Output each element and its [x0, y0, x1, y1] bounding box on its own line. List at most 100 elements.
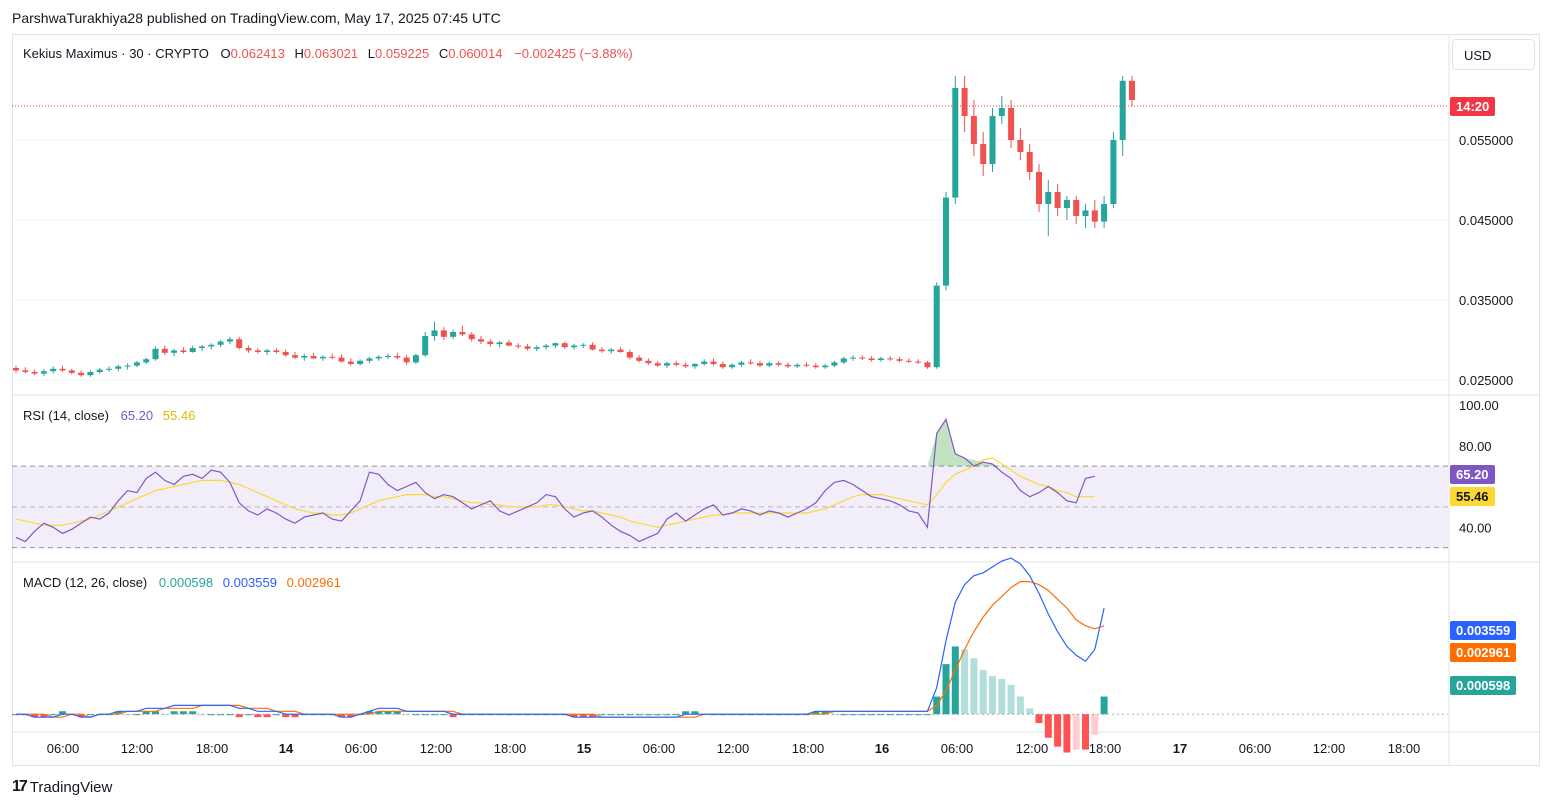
macd-histogram-bar [1035, 714, 1043, 724]
candle-body [794, 364, 801, 367]
close-label: C [438, 46, 449, 61]
low-value: 0.059225 [375, 46, 430, 61]
candle-body [1045, 192, 1052, 204]
macd-histogram-bar [886, 714, 894, 716]
time-axis-label: 06:00 [1239, 741, 1272, 756]
candle-body [915, 361, 922, 363]
time-axis-label: 06:00 [47, 741, 80, 756]
candle-body [394, 356, 401, 358]
candle-body [208, 344, 215, 347]
candle-body [701, 361, 708, 364]
candle-body [40, 371, 47, 374]
candle-body [608, 349, 615, 352]
price-tick-label: 0.035000 [1459, 293, 1513, 308]
candle-body [1017, 140, 1024, 152]
candle-body [580, 344, 587, 346]
candle-body [301, 356, 308, 358]
chart-frame [12, 34, 1540, 766]
macd-hist-value: 0.000598 [158, 575, 214, 590]
candle-body [626, 352, 633, 358]
macd-histogram-bar [421, 714, 429, 716]
currency-button[interactable]: USD [1452, 39, 1535, 70]
candle-body [515, 345, 522, 347]
candle-body [673, 363, 680, 365]
macd-histogram-bar [607, 714, 615, 716]
publisher-caption: ParshwaTurakhiya28 published on TradingV… [12, 10, 501, 26]
candle-body [691, 364, 698, 367]
candle-body [887, 358, 894, 360]
macd-histogram-bar [989, 675, 996, 715]
candle-body [747, 362, 754, 364]
footer-brand[interactable]: 17 TradingView [12, 778, 112, 796]
candle-body [738, 362, 745, 365]
price-tick-label: 0.055000 [1459, 133, 1513, 148]
candle-body [710, 361, 717, 364]
symbol-name[interactable]: Kekius Maximus · 30 · CRYPTO [23, 46, 209, 61]
time-axis-label: 06:00 [643, 741, 676, 756]
macd-histogram-bar [1100, 696, 1108, 715]
rsi-ma-value: 55.46 [162, 408, 196, 423]
time-axis-label: 18:00 [1089, 741, 1122, 756]
open-label: O [220, 46, 231, 61]
rsi-title[interactable]: RSI (14, close) [23, 408, 109, 423]
candle-body [924, 362, 931, 368]
candle-body [152, 348, 159, 360]
candle-body [1026, 152, 1033, 172]
candle-body [505, 342, 512, 346]
macd-histogram-bar [226, 714, 234, 716]
candle-body [217, 341, 224, 345]
candle-body [78, 372, 85, 376]
candle-body [264, 350, 271, 352]
low-label: L [367, 46, 375, 61]
macd-histogram-bar [579, 714, 587, 718]
candle-body [877, 358, 884, 360]
candle-body [87, 372, 94, 376]
macd-histogram-bar [133, 714, 141, 716]
macd-histogram-bar [1091, 714, 1099, 735]
candle-body [850, 357, 856, 359]
macd-histogram-bar [691, 711, 699, 715]
footer-brand-text: TradingView [29, 778, 113, 796]
macd-histogram-bar [682, 711, 690, 715]
candle-body [338, 357, 345, 362]
macd-histogram-bar [951, 646, 959, 715]
macd-histogram-bar [412, 714, 420, 716]
candle-body [636, 357, 643, 361]
macd-histogram-bar [1054, 714, 1062, 747]
macd-line [16, 557, 1105, 718]
candle-body [431, 330, 438, 336]
macd-title[interactable]: MACD (12, 26, close) [23, 575, 148, 590]
rsi-ma-line [15, 457, 1095, 528]
candle-body [1091, 210, 1098, 222]
macd-histogram-bar [338, 714, 345, 718]
macd-histogram-bar [152, 711, 159, 715]
macd-histogram-bar [1044, 714, 1052, 738]
macd-line-value: 0.003559 [222, 575, 277, 590]
candle-body [329, 356, 336, 358]
macd-histogram-bar [896, 714, 903, 716]
candle-body [831, 362, 838, 366]
hist-value-tag: 0.000598 [1450, 676, 1517, 695]
candle-body [347, 361, 354, 364]
candle-body [161, 348, 168, 353]
candle-body [115, 366, 122, 369]
candle-body [22, 370, 29, 372]
time-axis-label: 12:00 [1016, 741, 1049, 756]
candle-body [273, 350, 280, 352]
candle-body [766, 363, 773, 366]
time-axis-label: 12:00 [717, 741, 750, 756]
macd-histogram-bar [40, 714, 48, 718]
candle-body [366, 358, 373, 361]
macd-histogram-bar [179, 711, 187, 715]
candle-body [933, 285, 940, 368]
time-axis-label: 06:00 [345, 741, 378, 756]
macd-histogram-bar [161, 714, 169, 716]
macd-histogram-bar [1026, 708, 1034, 715]
rsi-tick-label: 100.00 [1459, 398, 1499, 413]
candle-body [292, 355, 298, 358]
candle-body [561, 343, 568, 348]
time-axis-label: 12:00 [121, 741, 154, 756]
candle-body [106, 368, 112, 370]
macd-histogram-bar [970, 658, 978, 715]
